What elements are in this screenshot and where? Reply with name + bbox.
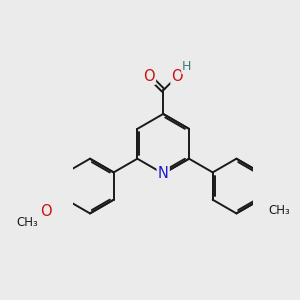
Text: CH₃: CH₃ (268, 204, 290, 217)
Text: H: H (182, 60, 192, 73)
Text: O: O (40, 204, 52, 219)
Text: N: N (158, 166, 169, 181)
Text: CH₃: CH₃ (16, 216, 38, 229)
Text: O: O (143, 69, 155, 84)
Text: O: O (171, 69, 183, 84)
